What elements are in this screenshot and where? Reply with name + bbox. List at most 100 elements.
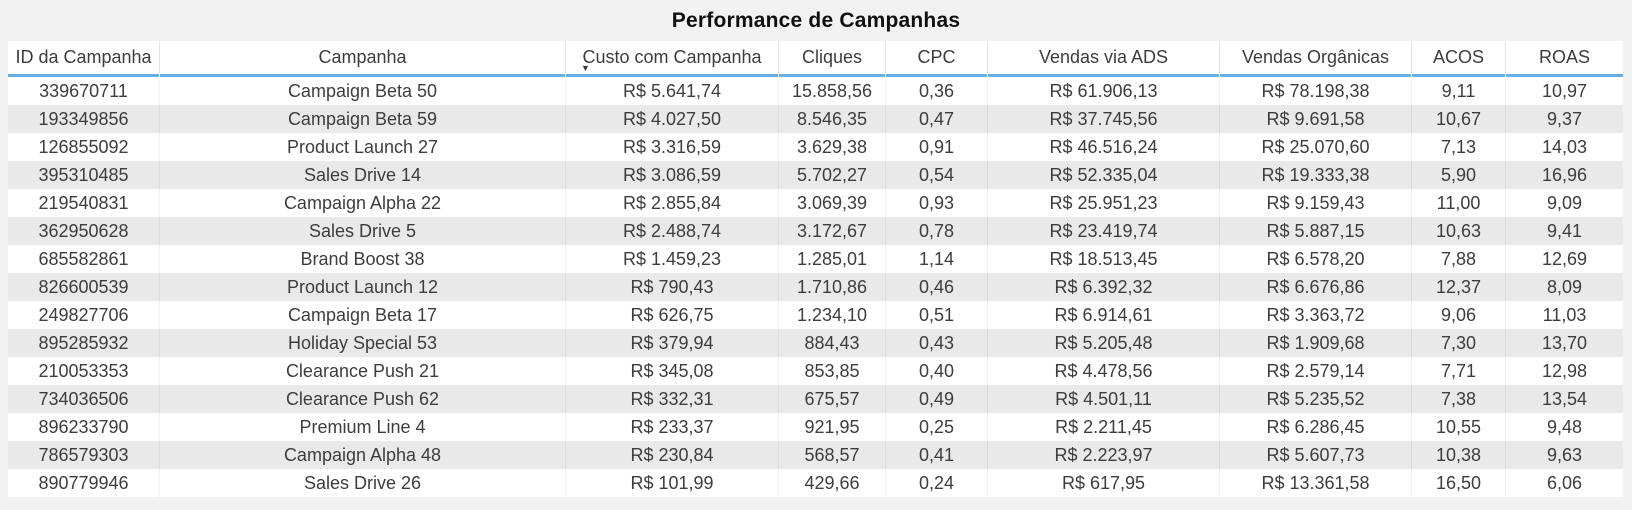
table-cell: R$ 5.641,74 — [566, 77, 779, 105]
table-cell: 5,90 — [1412, 161, 1506, 189]
table-row[interactable]: 210053353 Clearance Push 21 R$ 345,08 853,8… — [8, 357, 1623, 385]
table-cell: 0,78 — [886, 217, 988, 245]
table-cell: R$ 233,37 — [566, 413, 779, 441]
table-cell: Sales Drive 26 — [160, 469, 566, 497]
table-cell: 14,03 — [1541, 137, 1588, 157]
table-cell: 826600539 — [8, 273, 160, 301]
table-row[interactable]: 895285932 Holiday Special 53 R$ 379,94 884,… — [8, 329, 1623, 357]
table-row[interactable]: 826600539 Product Launch 12 R$ 790,43 1.710… — [8, 273, 1623, 301]
table-row[interactable]: 339670711 Campaign Beta 50 R$ 5.641,74 15.8… — [8, 77, 1623, 105]
table-cell: 3.069,39 — [779, 189, 886, 217]
table-cell: R$ 2.211,45 — [988, 413, 1220, 441]
table-cell: 0,24 — [886, 469, 988, 497]
table-cell: Holiday Special 53 — [160, 329, 566, 357]
table-row[interactable]: 219540831 Campaign Alpha 22 R$ 2.855,84 3.0… — [8, 189, 1623, 217]
column-header-cliques[interactable]: Cliques — [779, 41, 886, 74]
table-cell: 786579303 — [8, 441, 160, 469]
table-cell: R$ 6.578,20 — [1220, 245, 1412, 273]
column-header-label: ACOS — [1432, 47, 1484, 67]
table-cell: Campaign Beta 17 — [160, 301, 566, 329]
table-cell: 10,38 — [1412, 441, 1506, 469]
table-body: 339670711 Campaign Beta 50 R$ 5.641,74 15.8… — [8, 77, 1623, 497]
table-cell: 895285932 — [8, 329, 160, 357]
table-row[interactable]: 685582861 Brand Boost 38 R$ 1.459,23 1.285,… — [8, 245, 1623, 273]
table-cell: R$ 790,43 — [566, 273, 779, 301]
table-cell: 0,54 — [886, 161, 988, 189]
table-cell: Campaign Alpha 22 — [160, 189, 566, 217]
column-header-vendas-via-ads[interactable]: Vendas via ADS — [988, 41, 1220, 74]
table-cell: R$ 25.951,23 — [988, 189, 1220, 217]
table-cell: R$ 25.070,60 — [1220, 133, 1412, 161]
table-cell: R$ 345,08 — [566, 357, 779, 385]
column-header-acos[interactable]: ACOS — [1412, 41, 1506, 74]
table-cell: 16,96 — [1541, 165, 1588, 185]
column-header-vendas-organicas[interactable]: Vendas Orgânicas — [1220, 41, 1412, 74]
table-cell: 6,06 — [1546, 473, 1583, 493]
table-cell: 9,11 — [1412, 77, 1506, 105]
column-header-cpc[interactable]: CPC — [886, 41, 988, 74]
table-row[interactable]: 126855092 Product Launch 27 R$ 3.316,59 3.6… — [8, 133, 1623, 161]
table-cell: R$ 3.363,72 — [1220, 301, 1412, 329]
table-row[interactable]: 786579303 Campaign Alpha 48 R$ 230,84 568,5… — [8, 441, 1623, 469]
table-cell: 13,70 — [1541, 333, 1588, 353]
column-header-label: Custo com Campanha — [582, 47, 762, 67]
table-cell: R$ 2.223,97 — [988, 441, 1220, 469]
table-cell: 0,25 — [886, 413, 988, 441]
table-cell: 9,06 — [1412, 301, 1506, 329]
sort-descending-icon: ▼ — [581, 63, 590, 73]
table-row[interactable]: 249827706 Campaign Beta 17 R$ 626,75 1.234,… — [8, 301, 1623, 329]
table-cell: R$ 19.333,38 — [1220, 161, 1412, 189]
table-row[interactable]: 734036506 Clearance Push 62 R$ 332,31 675,5… — [8, 385, 1623, 413]
accent-line-segment — [1220, 74, 1412, 77]
table-cell: R$ 9.691,58 — [1220, 105, 1412, 133]
table-cell: R$ 4.501,11 — [988, 385, 1220, 413]
table-row[interactable]: 395310485 Sales Drive 14 R$ 3.086,59 5.702,… — [8, 161, 1623, 189]
page-title: Performance de Campanhas — [671, 8, 961, 32]
table-cell: R$ 5.887,15 — [1220, 217, 1412, 245]
table-cell: R$ 9.159,43 — [1220, 189, 1412, 217]
table-cell: 193349856 — [8, 105, 160, 133]
table-cell: R$ 230,84 — [566, 441, 779, 469]
table-cell: 339670711 — [8, 77, 160, 105]
table-cell: R$ 332,31 — [566, 385, 779, 413]
table-cell: 921,95 — [779, 413, 886, 441]
table-cell: R$ 6.914,61 — [988, 301, 1220, 329]
table-cell: 10,63 — [1412, 217, 1506, 245]
table-cell: R$ 23.419,74 — [988, 217, 1220, 245]
table-cell: 0,51 — [886, 301, 988, 329]
table-cell: 11,03 — [1542, 305, 1587, 325]
table-cell: 890779946 — [8, 469, 160, 497]
column-header-label: Vendas via ADS — [1038, 47, 1169, 67]
table-cell: 734036506 — [8, 385, 160, 413]
table-cell: 7,13 — [1412, 133, 1506, 161]
table-cell: 12,98 — [1541, 361, 1588, 381]
column-header-campanha[interactable]: Campanha — [160, 41, 566, 74]
table-row[interactable]: 193349856 Campaign Beta 59 R$ 4.027,50 8.54… — [8, 105, 1623, 133]
table-cell: R$ 626,75 — [566, 301, 779, 329]
table-cell: R$ 18.513,45 — [988, 245, 1220, 273]
table-cell: 13,54 — [1541, 389, 1588, 409]
table-row[interactable]: 362950628 Sales Drive 5 R$ 2.488,74 3.172,6… — [8, 217, 1623, 245]
table-cell: Campaign Beta 50 — [160, 77, 566, 105]
column-header-label: CPC — [917, 47, 956, 67]
column-header-roas[interactable]: ROAS — [1506, 41, 1623, 74]
table-cell: 429,66 — [779, 469, 886, 497]
table-cell: R$ 1.459,23 — [566, 245, 779, 273]
table-cell: R$ 37.745,56 — [988, 105, 1220, 133]
table-cell: R$ 6.676,86 — [1220, 273, 1412, 301]
column-header-custo-com-campanha[interactable]: Custo com Campanha ▼ — [566, 41, 779, 74]
table-cell: R$ 46.516,24 — [988, 133, 1220, 161]
table-cell: R$ 5.235,52 — [1220, 385, 1412, 413]
table-cell: 0,36 — [886, 77, 988, 105]
table-cell: 8,09 — [1546, 277, 1583, 297]
column-header-label: Vendas Orgânicas — [1241, 47, 1390, 67]
table-row[interactable]: 896233790 Premium Line 4 R$ 233,37 921,95 0,… — [8, 413, 1623, 441]
table-row[interactable]: 890779946 Sales Drive 26 R$ 101,99 429,66 0,… — [8, 469, 1623, 497]
column-header-id-da-campanha[interactable]: ID da Campanha — [8, 41, 160, 74]
accent-line-segment — [566, 74, 779, 77]
table-cell: 15.858,56 — [779, 77, 886, 105]
table-cell: 7,38 — [1412, 385, 1506, 413]
accent-line-segment — [8, 74, 160, 77]
table-cell: 12,69 — [1541, 249, 1588, 269]
